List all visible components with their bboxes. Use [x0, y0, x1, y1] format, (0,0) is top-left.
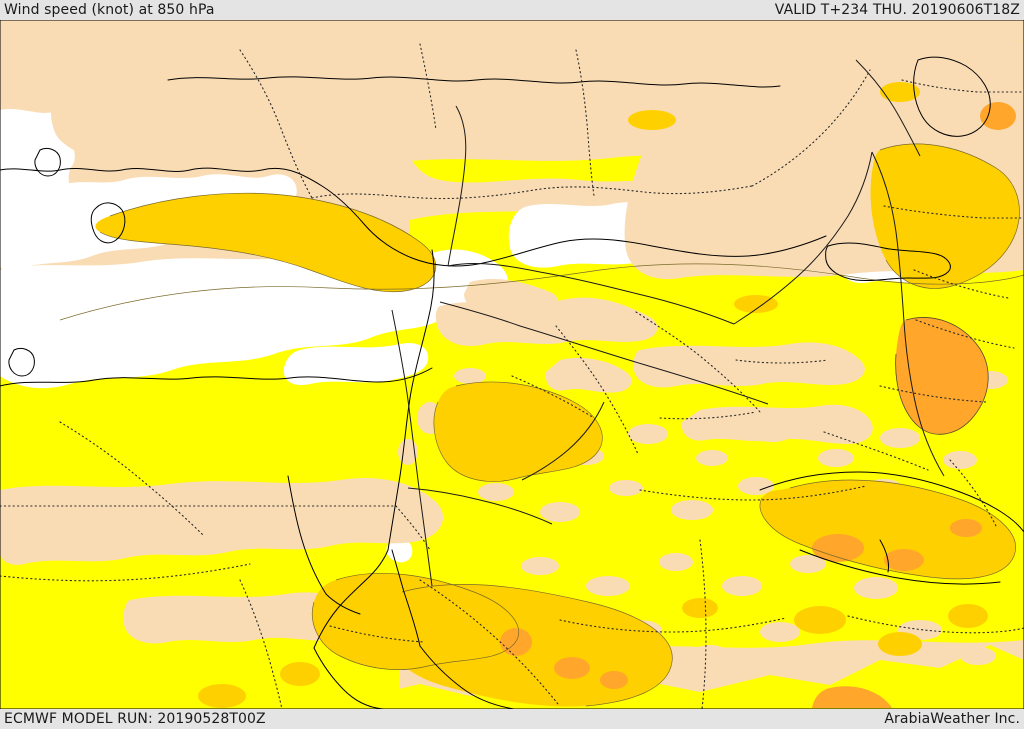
map-viewport[interactable] [0, 20, 1024, 709]
coastlines [0, 57, 1024, 709]
political-borders [0, 44, 1024, 709]
contour-outlines [60, 144, 1024, 706]
footer-bar: ECMWF MODEL RUN: 20190528T00Z ArabiaWeat… [0, 709, 1024, 729]
fill-band-gold [95, 82, 1020, 708]
header-bar: Wind speed (knot) at 850 hPa VALID T+234… [0, 0, 1024, 20]
model-run-label: ECMWF MODEL RUN: 20190528T00Z [4, 711, 266, 727]
valid-time-label: VALID T+234 THU. 20190606T18Z [774, 2, 1020, 18]
attribution-label: ArabiaWeather Inc. [884, 711, 1020, 727]
wind-speed-contour-map [0, 20, 1024, 709]
map-title: Wind speed (knot) at 850 hPa [4, 2, 215, 18]
